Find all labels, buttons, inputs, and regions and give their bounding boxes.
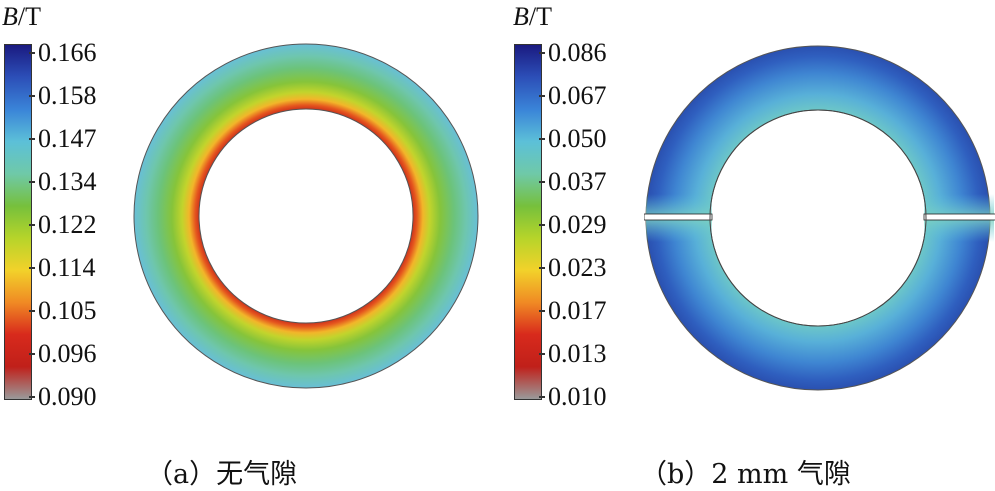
tick-label: 0.158 xyxy=(29,81,97,110)
tick-label: 0.114 xyxy=(29,253,96,282)
ring-shape xyxy=(133,43,479,389)
tick-label: 0.166 xyxy=(29,38,97,67)
colorbar xyxy=(4,44,32,400)
panel-2mm-gap: B/T 0.086 0.067 0.050 0.037 0.029 0.023 … xyxy=(498,0,995,491)
tick-label: 0.013 xyxy=(539,339,607,368)
colorbar xyxy=(514,44,542,400)
caption: （a）无气隙 xyxy=(146,459,298,490)
caption: （b）2 mm 气隙 xyxy=(640,459,851,490)
tick-label: 0.010 xyxy=(539,382,607,411)
colorbar-unit-label: B/T xyxy=(513,2,552,31)
tick-label: 0.029 xyxy=(539,210,607,239)
tick-label: 0.147 xyxy=(29,124,97,153)
air-gap-left xyxy=(644,213,713,221)
air-gap-right xyxy=(923,213,995,221)
tick-label: 0.037 xyxy=(539,167,607,196)
field-ring-2mm-gap xyxy=(644,45,995,391)
field-ring-no-gap xyxy=(133,43,479,389)
tick-label: 0.105 xyxy=(29,296,97,325)
colorbar-unit-label: B/T xyxy=(2,2,41,31)
tick-label: 0.023 xyxy=(539,253,607,282)
tick-label: 0.122 xyxy=(29,210,97,239)
tick-label: 0.086 xyxy=(539,38,607,67)
tick-label: 0.090 xyxy=(29,382,97,411)
tick-label: 0.096 xyxy=(29,339,97,368)
tick-label: 0.050 xyxy=(539,124,607,153)
ring-inner-edge xyxy=(709,109,927,327)
tick-label: 0.134 xyxy=(29,167,97,196)
tick-label: 0.017 xyxy=(539,296,607,325)
panel-no-gap: B/T 0.166 0.158 0.147 0.134 0.122 0.114 … xyxy=(0,0,497,491)
tick-label: 0.067 xyxy=(539,81,607,110)
